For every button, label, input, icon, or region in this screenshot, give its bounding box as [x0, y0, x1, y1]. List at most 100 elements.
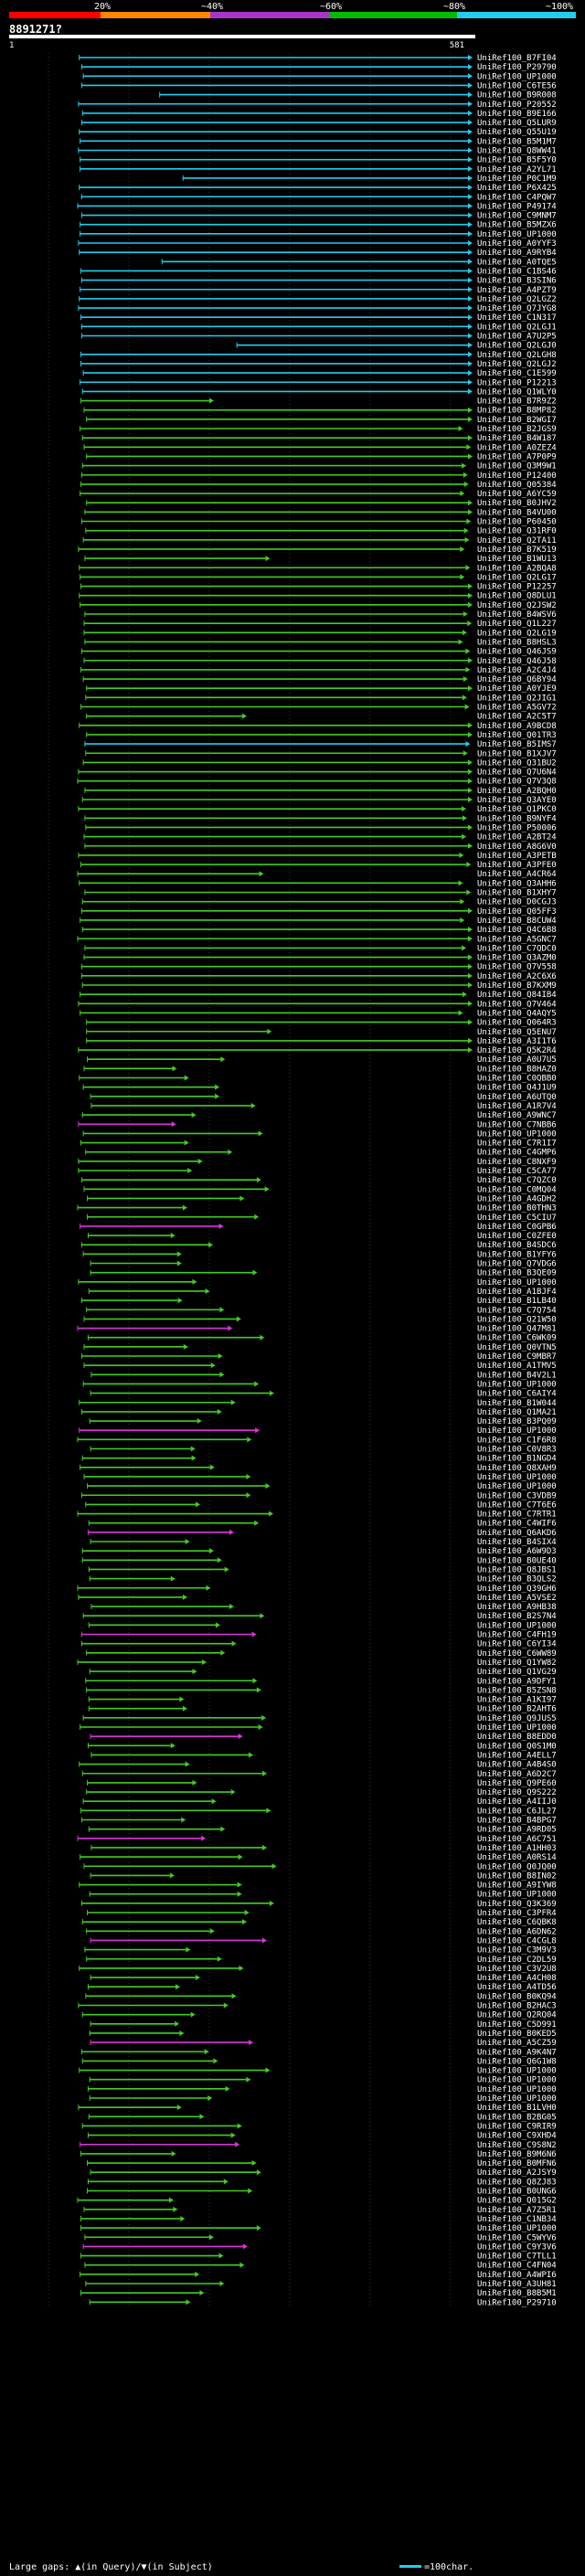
hit-row[interactable]: UniRef100_Q7VDG6: [90, 1260, 557, 1269]
hit-row[interactable]: UniRef100_D0CGJ3: [81, 898, 557, 907]
hit-row[interactable]: UniRef100_Q8DLU1: [79, 592, 557, 601]
hit-row[interactable]: UniRef100_UP1000: [82, 1380, 557, 1389]
hit-row[interactable]: UniRef100_A2C4J4: [80, 666, 557, 675]
hit-row[interactable]: UniRef100_P60450: [80, 518, 557, 527]
hit-row[interactable]: UniRef100_B3SIN6: [80, 277, 557, 286]
hit-row[interactable]: UniRef100_Q1WLY0: [81, 387, 557, 397]
hit-row[interactable]: UniRef100_Q3AHH6: [79, 879, 557, 888]
hit-row[interactable]: UniRef100_Q47M81: [77, 1325, 557, 1334]
hit-row[interactable]: UniRef100_Q4J1U9: [82, 1084, 557, 1093]
hit-row[interactable]: UniRef100_B0UNG6: [87, 2188, 557, 2197]
hit-row[interactable]: UniRef100_C5WYV6: [84, 2233, 557, 2242]
hit-row[interactable]: UniRef100_B9E166: [81, 110, 557, 119]
hit-row[interactable]: UniRef100_C6YI34: [80, 1640, 557, 1649]
hit-row[interactable]: UniRef100_Q46JS9: [80, 648, 557, 657]
hit-row[interactable]: UniRef100_P0C1M9: [182, 175, 557, 184]
hit-row[interactable]: UniRef100_A6YC59: [80, 490, 557, 499]
hit-row[interactable]: UniRef100_A6D2C7: [81, 1770, 557, 1779]
hit-row[interactable]: UniRef100_Q7V3Q8: [77, 778, 557, 787]
hit-row[interactable]: UniRef100_A6W9D3: [81, 1547, 557, 1556]
hit-row[interactable]: UniRef100_A1HH03: [90, 1844, 557, 1853]
hit-row[interactable]: UniRef100_C6AIY4: [90, 1390, 557, 1399]
hit-row[interactable]: UniRef100_B0THN3: [77, 1204, 557, 1214]
hit-row[interactable]: UniRef100_UP1000: [89, 2076, 557, 2085]
hit-row[interactable]: UniRef100_A6DN62: [86, 1927, 557, 1936]
hit-row[interactable]: UniRef100_Q84IB4: [80, 991, 557, 1000]
hit-row[interactable]: UniRef100_Q7U6N4: [78, 769, 557, 778]
hit-row[interactable]: UniRef100_C0V8R3: [90, 1446, 557, 1455]
hit-row[interactable]: UniRef100_B3QE09: [90, 1269, 557, 1278]
hit-row[interactable]: UniRef100_Q2LGJ0: [236, 342, 557, 351]
hit-row[interactable]: UniRef100_UP1000: [83, 1473, 557, 1482]
hit-row[interactable]: UniRef100_Q31RF0: [85, 527, 557, 536]
hit-row[interactable]: UniRef100_UP1000: [82, 1129, 557, 1139]
hit-row[interactable]: UniRef100_C1E599: [82, 369, 557, 378]
hit-row[interactable]: UniRef100_C0MQ04: [83, 1185, 557, 1194]
hit-row[interactable]: UniRef100_B5F5Y0: [80, 156, 557, 165]
hit-row[interactable]: UniRef100_A4TD56: [87, 1983, 557, 1992]
hit-row[interactable]: UniRef100_B8B5M1: [80, 2289, 557, 2298]
hit-row[interactable]: UniRef100_Q0S1M0: [87, 1742, 557, 1751]
hit-row[interactable]: UniRef100_C5D991: [90, 2020, 557, 2030]
hit-row[interactable]: UniRef100_A9IYW8: [79, 1882, 557, 1891]
hit-row[interactable]: UniRef100_A2C6X6: [80, 972, 557, 981]
hit-row[interactable]: UniRef100_C5CA77: [78, 1167, 557, 1176]
hit-row[interactable]: UniRef100_A5VSE2: [78, 1594, 557, 1603]
hit-row[interactable]: UniRef100_Q2JIG1: [85, 694, 557, 703]
hit-row[interactable]: UniRef100_Q0VTN5: [83, 1343, 557, 1352]
hit-row[interactable]: UniRef100_A5GNC7: [77, 935, 557, 944]
hit-row[interactable]: UniRef100_Q5K2R4: [78, 1046, 557, 1055]
hit-row[interactable]: UniRef100_Q8XAH9: [80, 1464, 557, 1473]
hit-row[interactable]: UniRef100_C8NXF9: [78, 1158, 557, 1167]
hit-row[interactable]: UniRef100_B4W187: [81, 434, 557, 443]
hit-row[interactable]: UniRef100_A5CZ59: [90, 2039, 557, 2048]
hit-row[interactable]: UniRef100_B2WGI7: [86, 416, 557, 425]
hit-row[interactable]: UniRef100_A4PZT9: [80, 286, 557, 295]
hit-row[interactable]: UniRef100_P12400: [80, 472, 557, 481]
hit-row[interactable]: UniRef100_C7T6E6: [85, 1500, 557, 1510]
hit-row[interactable]: UniRef100_B4SDC6: [80, 1241, 557, 1250]
hit-row[interactable]: UniRef100_B1LVH0: [78, 2104, 557, 2113]
hit-row[interactable]: UniRef100_Q39GH6: [77, 1585, 557, 1594]
hit-row[interactable]: UniRef100_A1BJF4: [88, 1288, 557, 1297]
hit-row[interactable]: UniRef100_A0TQE5: [161, 258, 557, 267]
hit-row[interactable]: UniRef100_Q8WW41: [78, 147, 557, 156]
hit-row[interactable]: UniRef100_Q5LUR9: [80, 119, 557, 128]
hit-row[interactable]: UniRef100_C3V2U8: [79, 1965, 557, 1974]
hit-row[interactable]: UniRef100_A0ZEZ4: [83, 443, 557, 452]
hit-row[interactable]: UniRef100_A7P0P9: [86, 452, 557, 461]
hit-row[interactable]: UniRef100_B0MFN6: [87, 2159, 557, 2168]
hit-row[interactable]: UniRef100_B0KQ94: [85, 1992, 557, 2001]
hit-row[interactable]: UniRef100_P50006: [85, 823, 557, 832]
hit-row[interactable]: UniRef100_A9WNC7: [81, 1111, 557, 1120]
hit-row[interactable]: UniRef100_B2S7N4: [82, 1612, 557, 1621]
hit-row[interactable]: UniRef100_UP1000: [88, 1621, 557, 1630]
hit-row[interactable]: UniRef100_B8EDD0: [90, 1733, 557, 1742]
hit-row[interactable]: UniRef100_Q21W50: [83, 1315, 557, 1324]
hit-row[interactable]: UniRef100_A0U7U5: [87, 1055, 557, 1065]
hit-row[interactable]: UniRef100_A4CR64: [77, 870, 557, 879]
hit-row[interactable]: UniRef100_B7FI04: [79, 54, 557, 63]
hit-row[interactable]: UniRef100_P49174: [77, 202, 557, 211]
hit-row[interactable]: UniRef100_A4ELL7: [90, 1751, 557, 1760]
hit-row[interactable]: UniRef100_UP1000: [79, 2067, 557, 2076]
hit-row[interactable]: UniRef100_C2DL59: [86, 1956, 557, 1965]
hit-row[interactable]: UniRef100_B2AHT6: [88, 1705, 557, 1714]
hit-row[interactable]: UniRef100_Q7JYG8: [78, 304, 557, 313]
hit-row[interactable]: UniRef100_UP1000: [80, 2224, 557, 2233]
hit-row[interactable]: UniRef100_C6WW89: [86, 1649, 557, 1659]
hit-row[interactable]: UniRef100_B7R9Z2: [80, 398, 557, 407]
hit-row[interactable]: UniRef100_Q3K369: [80, 1900, 557, 1909]
hit-row[interactable]: UniRef100_UP1000: [89, 2094, 557, 2104]
hit-row[interactable]: UniRef100_A2JSY9: [90, 2168, 557, 2178]
hit-row[interactable]: UniRef100_C9Y3V6: [82, 2242, 557, 2252]
hit-row[interactable]: UniRef100_B8HSL3: [84, 638, 557, 647]
hit-row[interactable]: UniRef100_C0QBB0: [79, 1075, 557, 1084]
hit-row[interactable]: UniRef100_Q064R3: [86, 1019, 557, 1028]
hit-row[interactable]: UniRef100_C9MNM7: [80, 212, 557, 221]
hit-row[interactable]: UniRef100_Q2LGJ1: [80, 323, 557, 332]
hit-row[interactable]: UniRef100_B3QLS2: [89, 1575, 557, 1585]
hit-row[interactable]: UniRef100_C7QZC0: [80, 1176, 557, 1185]
hit-row[interactable]: UniRef100_C9XHD4: [87, 2132, 557, 2141]
hit-row[interactable]: UniRef100_UP1000: [78, 1278, 557, 1288]
